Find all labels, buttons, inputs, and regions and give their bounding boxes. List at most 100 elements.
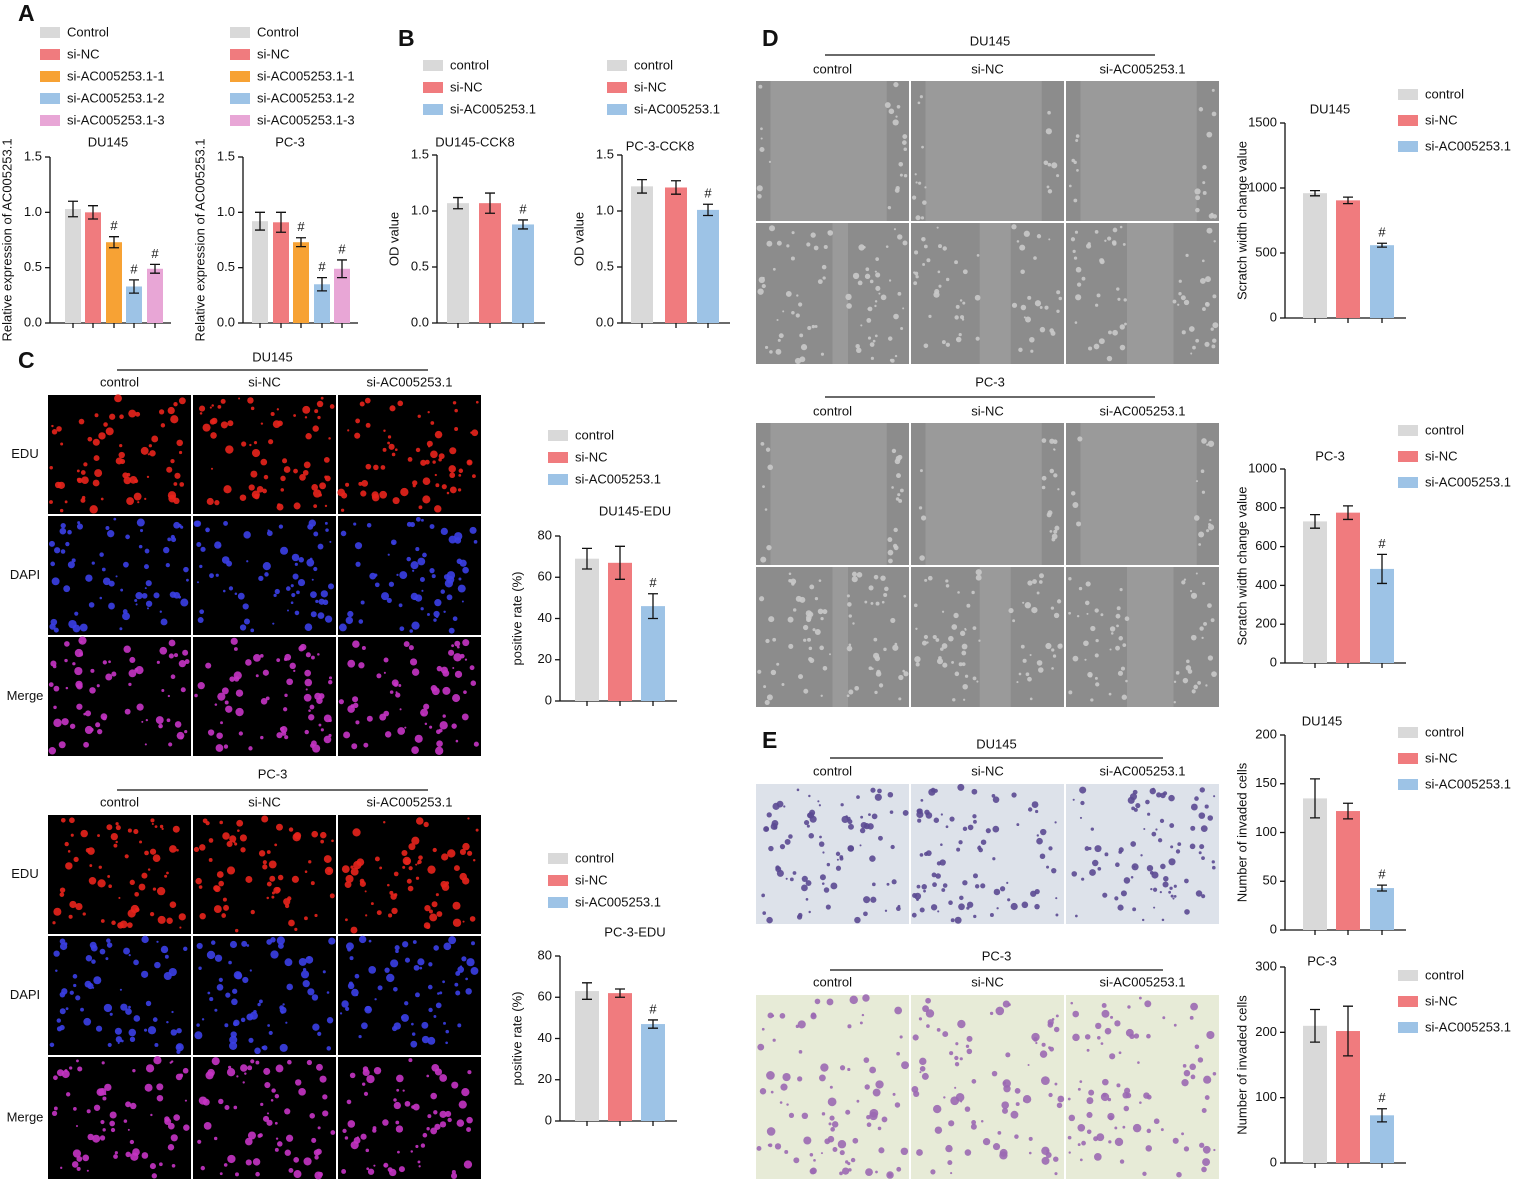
cell — [53, 685, 60, 692]
cell — [174, 472, 181, 479]
cell — [1119, 588, 1123, 592]
cell — [135, 411, 141, 417]
group-label: DU145 — [252, 349, 292, 364]
cell — [226, 840, 233, 848]
cell — [358, 619, 364, 624]
cell — [242, 603, 249, 610]
cell — [954, 260, 958, 265]
cell — [309, 704, 315, 710]
cell — [888, 108, 895, 115]
cell — [766, 812, 772, 818]
cell — [473, 741, 479, 747]
cell — [347, 982, 355, 990]
cell — [245, 1137, 253, 1146]
column-label: control — [813, 61, 852, 76]
cell — [65, 862, 73, 870]
cell — [338, 699, 344, 705]
cell — [340, 508, 345, 512]
error-bar — [1310, 513, 1320, 529]
cell — [1168, 890, 1172, 894]
cell — [347, 947, 352, 952]
cell — [324, 504, 328, 508]
cell — [869, 1066, 877, 1074]
legend-label: si-AC005253.1-1 — [67, 68, 165, 83]
cell — [410, 561, 419, 570]
cell — [1170, 845, 1174, 849]
cell — [202, 1098, 210, 1106]
cell — [352, 640, 360, 648]
cell — [1212, 322, 1219, 329]
cell — [402, 941, 409, 948]
cell — [304, 678, 313, 687]
cell — [1160, 1128, 1164, 1132]
cell — [818, 1074, 826, 1082]
cell — [461, 956, 467, 962]
cell — [807, 326, 812, 331]
y-tick-label: 500 — [1255, 244, 1277, 259]
cell — [924, 809, 930, 816]
cell — [218, 1098, 224, 1105]
row-label: Merge — [7, 688, 44, 703]
cell — [173, 521, 181, 529]
cell — [1153, 1118, 1160, 1125]
cell — [415, 547, 420, 552]
cell — [1050, 606, 1055, 610]
cell — [283, 898, 291, 906]
cell — [1046, 512, 1052, 518]
cell — [76, 1166, 81, 1171]
cell — [1197, 1057, 1204, 1063]
cell — [1173, 1023, 1177, 1027]
legend-label: si-AC005253.1 — [575, 894, 661, 909]
cell — [347, 429, 350, 432]
cell — [430, 685, 438, 692]
cell — [766, 240, 773, 247]
cell — [429, 568, 435, 574]
cell — [1045, 642, 1052, 650]
cell — [260, 1102, 264, 1106]
cell — [446, 491, 450, 495]
cell — [218, 880, 225, 887]
cell — [1070, 1001, 1074, 1005]
cell — [813, 1159, 816, 1162]
cell — [856, 347, 862, 354]
cell — [266, 896, 269, 900]
cell — [797, 1076, 803, 1082]
cell — [117, 1042, 120, 1045]
cell — [283, 707, 288, 712]
y-tick-label: 1.0 — [596, 202, 614, 217]
cell — [1187, 669, 1193, 674]
cell — [1211, 88, 1215, 92]
cell — [135, 666, 144, 675]
cell — [59, 527, 67, 535]
cell — [966, 1048, 973, 1055]
scratch-gap — [770, 423, 887, 565]
cell — [296, 590, 300, 595]
cell — [1086, 1048, 1090, 1052]
cell — [197, 1139, 202, 1144]
cell — [383, 429, 386, 432]
cell — [893, 81, 899, 88]
cell — [809, 1168, 816, 1175]
cell — [913, 281, 918, 286]
cell — [1117, 297, 1121, 301]
cell — [274, 588, 280, 595]
micrograph — [338, 1057, 481, 1179]
cell — [452, 401, 457, 405]
error-bar — [276, 211, 286, 233]
legend-label: Control — [257, 24, 299, 39]
cell — [199, 609, 205, 615]
cell — [412, 569, 415, 572]
cell — [1160, 792, 1166, 799]
cell — [197, 617, 204, 624]
cell — [1086, 1097, 1094, 1105]
cell — [103, 422, 108, 427]
cell — [307, 523, 314, 530]
cell — [1036, 591, 1040, 595]
cell — [992, 1143, 1001, 1151]
cell — [962, 301, 966, 305]
cell — [345, 482, 350, 487]
cell — [1038, 667, 1044, 673]
bar — [85, 212, 101, 323]
cell — [810, 1013, 817, 1020]
cell — [1191, 689, 1196, 694]
